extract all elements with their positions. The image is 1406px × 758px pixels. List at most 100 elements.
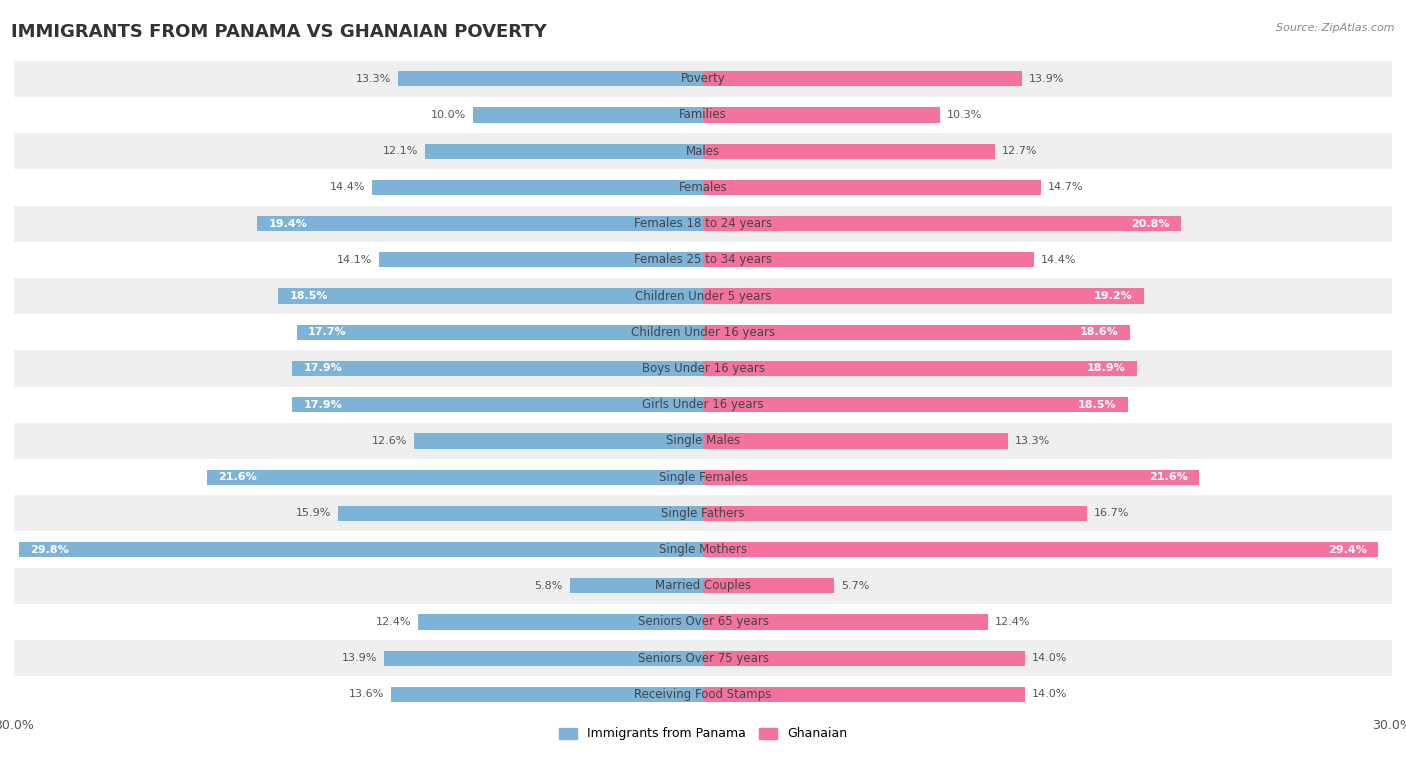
Bar [14,495,1392,531]
Bar [418,615,703,630]
Bar [703,615,988,630]
Text: 14.4%: 14.4% [1040,255,1076,265]
Text: Families: Families [679,108,727,121]
Text: 15.9%: 15.9% [295,509,330,518]
Bar [703,578,834,594]
Text: Source: ZipAtlas.com: Source: ZipAtlas.com [1277,23,1395,33]
Text: 12.6%: 12.6% [371,436,406,446]
Text: 18.5%: 18.5% [290,291,328,301]
Text: 21.6%: 21.6% [218,472,257,482]
Bar [703,180,1040,195]
Text: 12.4%: 12.4% [994,617,1031,627]
Bar [207,469,703,484]
Bar [18,542,703,557]
Text: 29.4%: 29.4% [1327,544,1367,555]
Text: 17.9%: 17.9% [304,399,342,409]
Text: 20.8%: 20.8% [1130,218,1170,229]
Text: 18.9%: 18.9% [1087,364,1126,374]
Text: Girls Under 16 years: Girls Under 16 years [643,398,763,411]
Text: 18.6%: 18.6% [1080,327,1119,337]
Text: 14.0%: 14.0% [1032,653,1067,663]
Text: 12.7%: 12.7% [1001,146,1038,156]
Bar [398,71,703,86]
Bar [373,180,703,195]
Bar [703,71,1022,86]
Text: 13.6%: 13.6% [349,690,384,700]
Text: 13.3%: 13.3% [1015,436,1050,446]
Bar [292,361,703,376]
Text: 19.2%: 19.2% [1094,291,1132,301]
Bar [703,324,1130,340]
Text: Seniors Over 65 years: Seniors Over 65 years [637,615,769,628]
Text: 5.8%: 5.8% [534,581,562,590]
Text: IMMIGRANTS FROM PANAMA VS GHANAIAN POVERTY: IMMIGRANTS FROM PANAMA VS GHANAIAN POVER… [11,23,547,41]
Text: Females 25 to 34 years: Females 25 to 34 years [634,253,772,266]
Bar [14,387,1392,423]
Bar [278,289,703,304]
Bar [14,531,1392,568]
Bar [413,434,703,449]
Bar [14,676,1392,713]
Text: Receiving Food Stamps: Receiving Food Stamps [634,688,772,701]
Text: Poverty: Poverty [681,72,725,85]
Bar [14,278,1392,314]
Bar [14,314,1392,350]
Bar [14,459,1392,495]
Text: 17.7%: 17.7% [308,327,347,337]
Text: 13.3%: 13.3% [356,74,391,83]
Text: Married Couples: Married Couples [655,579,751,592]
Text: 12.1%: 12.1% [382,146,418,156]
Bar [337,506,703,521]
Bar [474,108,703,123]
Text: 19.4%: 19.4% [269,218,308,229]
Bar [292,397,703,412]
Bar [703,506,1087,521]
Text: 16.7%: 16.7% [1094,509,1129,518]
Bar [703,361,1137,376]
Bar [14,133,1392,169]
Text: 13.9%: 13.9% [342,653,377,663]
Bar [14,604,1392,640]
Bar [703,397,1128,412]
Bar [14,423,1392,459]
Bar [425,143,703,158]
Bar [703,469,1199,484]
Text: Children Under 16 years: Children Under 16 years [631,326,775,339]
Bar [703,143,994,158]
Bar [703,289,1144,304]
Text: Single Fathers: Single Fathers [661,507,745,520]
Text: Single Females: Single Females [658,471,748,484]
Bar [14,242,1392,278]
Text: 10.0%: 10.0% [432,110,467,120]
Bar [703,434,1008,449]
Bar [257,216,703,231]
Bar [384,650,703,666]
Bar [14,205,1392,242]
Text: Children Under 5 years: Children Under 5 years [634,290,772,302]
Text: Boys Under 16 years: Boys Under 16 years [641,362,765,375]
Text: 14.1%: 14.1% [337,255,373,265]
Bar [14,640,1392,676]
Bar [380,252,703,268]
Bar [14,61,1392,97]
Bar [391,687,703,702]
Text: Females: Females [679,181,727,194]
Text: 14.7%: 14.7% [1047,183,1083,193]
Text: 18.5%: 18.5% [1078,399,1116,409]
Bar [14,169,1392,205]
Text: Single Males: Single Males [666,434,740,447]
Bar [14,350,1392,387]
Text: 10.3%: 10.3% [946,110,981,120]
Text: Single Mothers: Single Mothers [659,543,747,556]
Bar [703,542,1378,557]
Text: 12.4%: 12.4% [375,617,412,627]
Text: 17.9%: 17.9% [304,364,342,374]
Bar [703,650,1025,666]
Text: 14.0%: 14.0% [1032,690,1067,700]
Text: Males: Males [686,145,720,158]
Text: 5.7%: 5.7% [841,581,869,590]
Text: Seniors Over 75 years: Seniors Over 75 years [637,652,769,665]
Text: 21.6%: 21.6% [1149,472,1188,482]
Bar [14,97,1392,133]
Bar [703,216,1181,231]
